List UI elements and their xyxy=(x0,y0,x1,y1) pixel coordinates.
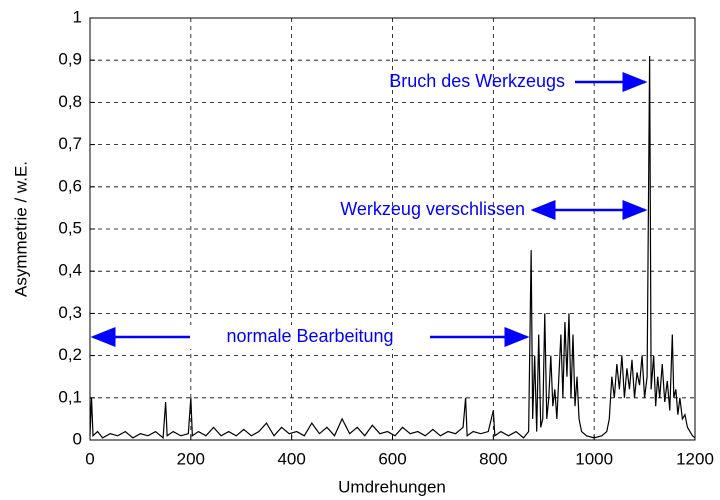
x-tick-label: 0 xyxy=(85,449,94,468)
plot-frame xyxy=(89,17,696,441)
y-tick-label: 0,7 xyxy=(58,134,82,153)
label-bg xyxy=(190,325,430,349)
y-tick-label: 0,1 xyxy=(58,387,82,406)
x-tick-label: 1200 xyxy=(676,449,714,468)
annotation: Werkzeug verschlissen xyxy=(340,199,525,219)
y-tick-label: 0 xyxy=(73,429,82,448)
y-tick-label: 0,4 xyxy=(58,261,82,280)
y-tick-label: 0,5 xyxy=(58,218,82,237)
y-tick-label: 0,8 xyxy=(58,92,82,111)
x-tick-label: 200 xyxy=(177,449,205,468)
y-tick-label: 1 xyxy=(73,7,82,26)
x-axis-label: Umdrehungen xyxy=(338,477,446,496)
y-tick-label: 0,3 xyxy=(58,303,82,322)
data-line xyxy=(89,55,696,440)
y-axis-label: Asymmetrie / w.E. xyxy=(11,161,30,297)
y-tick-label: 0,6 xyxy=(58,176,82,195)
x-tick-label: 400 xyxy=(277,449,305,468)
x-tick-label: 1000 xyxy=(575,449,613,468)
annotation: normale Bearbeitung xyxy=(226,326,393,346)
y-tick-label: 0,2 xyxy=(58,345,82,364)
annotation: Bruch des Werkzeugs xyxy=(389,71,565,91)
y-tick-label: 0,9 xyxy=(58,50,82,69)
x-tick-label: 600 xyxy=(378,449,406,468)
x-tick-label: 800 xyxy=(479,449,507,468)
